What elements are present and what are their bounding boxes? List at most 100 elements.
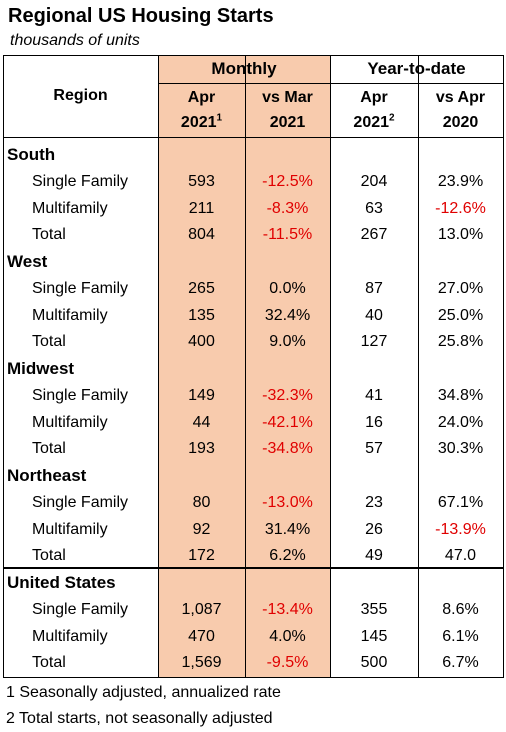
cell: -32.3% xyxy=(262,386,313,404)
cell: 23.9% xyxy=(437,172,484,190)
row-label: Multifamily xyxy=(32,413,108,431)
cell: -13.4% xyxy=(262,600,313,618)
cell: 25.0% xyxy=(437,306,484,324)
cell: 267 xyxy=(360,226,388,244)
footnote-ref: 1 xyxy=(216,112,223,124)
cell: 26 xyxy=(365,520,383,538)
cell: 500 xyxy=(360,654,388,672)
monthly-shade xyxy=(158,55,330,677)
cell: -12.6% xyxy=(435,199,486,217)
cell: 265 xyxy=(188,279,215,297)
section-name: United States xyxy=(7,573,116,592)
header-group: Monthly xyxy=(211,59,277,78)
row-label: Single Family xyxy=(32,493,129,511)
cell: -13.9% xyxy=(435,520,486,538)
cell: 13.0% xyxy=(437,226,484,244)
section-name: Northeast xyxy=(7,466,87,485)
cell: 92 xyxy=(192,520,211,538)
section-name: South xyxy=(7,145,56,164)
header-region: Region xyxy=(53,87,108,104)
cell: 0.0% xyxy=(269,279,306,297)
cell: -11.5% xyxy=(262,226,313,244)
cell: -34.8% xyxy=(262,440,313,458)
cell: 211 xyxy=(188,199,215,217)
column-head: 20211 xyxy=(158,113,245,133)
column-head: Apr xyxy=(360,89,388,106)
cell: 40 xyxy=(365,306,383,324)
cell: 193 xyxy=(188,440,215,458)
table-border xyxy=(3,55,504,678)
cell: 87 xyxy=(365,279,383,297)
row-label: Single Family xyxy=(32,600,129,618)
row-label: Single Family xyxy=(32,279,129,297)
cell: 1,087 xyxy=(181,600,222,618)
cell: 355 xyxy=(360,600,388,618)
cell: 80 xyxy=(192,493,211,511)
footnote: 1 Seasonally adjusted, annualized rate xyxy=(6,684,281,701)
cell: 24.0% xyxy=(437,413,484,431)
cell: -8.3% xyxy=(266,199,309,217)
cell: 30.3% xyxy=(437,440,484,458)
column-year: 2021 xyxy=(353,114,390,131)
column-head: vs Mar xyxy=(262,89,313,106)
cell: 57 xyxy=(365,440,383,458)
cell: 63 xyxy=(365,199,383,217)
cell: 31.4% xyxy=(264,520,311,538)
row-label: Single Family xyxy=(32,172,129,190)
column-head: Apr xyxy=(187,89,216,106)
cell: 23 xyxy=(365,493,383,511)
column-rule xyxy=(245,55,246,677)
cell: 204 xyxy=(360,172,388,190)
cell: 34.8% xyxy=(437,386,484,404)
cell: 804 xyxy=(188,226,215,244)
row-label: Multifamily xyxy=(32,520,108,538)
cell: 470 xyxy=(188,627,215,645)
row-label: Multifamily xyxy=(32,627,108,645)
cell: 145 xyxy=(360,627,388,645)
row-label: Multifamily xyxy=(32,306,108,324)
cell: 4.0% xyxy=(269,627,306,645)
row-label: Total xyxy=(32,547,66,565)
cell: 6.2% xyxy=(269,547,306,565)
column-year: 2021 xyxy=(269,114,306,131)
cell: 593 xyxy=(188,172,215,190)
section-rule xyxy=(3,567,503,569)
cell: 27.0% xyxy=(437,279,484,297)
row-label: Total xyxy=(32,440,66,458)
row-label: Total xyxy=(32,333,66,351)
column-head: 2020 xyxy=(418,113,503,133)
footnote-ref: 2 xyxy=(389,112,395,124)
column-rule xyxy=(158,55,159,677)
section-name: West xyxy=(7,252,48,271)
subtitle: thousands of units xyxy=(10,32,140,49)
footnote: 2 Total starts, not seasonally adjusted xyxy=(6,710,273,727)
cell: 6.1% xyxy=(442,627,479,645)
column-year: 2020 xyxy=(442,114,479,131)
cell: 44 xyxy=(192,413,211,431)
cell: 400 xyxy=(188,333,215,351)
cell: 149 xyxy=(188,386,215,404)
row-label: Single Family xyxy=(32,386,129,404)
row-label: Multifamily xyxy=(32,199,108,217)
cell: 172 xyxy=(188,547,215,565)
cell: 135 xyxy=(188,306,215,324)
header-group: Year-to-date xyxy=(367,59,466,78)
row-label: Total xyxy=(32,654,66,672)
header-rule xyxy=(3,137,503,138)
section-name: Midwest xyxy=(7,359,75,378)
cell: -12.5% xyxy=(262,172,313,190)
cell: -42.1% xyxy=(262,413,313,431)
column-year: 2021 xyxy=(180,114,217,131)
cell: -9.5% xyxy=(266,654,309,672)
title: Regional US Housing Starts xyxy=(8,5,274,27)
column-head: 2021 xyxy=(245,113,330,133)
cell: -13.0% xyxy=(262,493,313,511)
row-label: Total xyxy=(32,226,66,244)
cell: 41 xyxy=(365,386,383,404)
cell: 1,569 xyxy=(181,654,222,672)
cell: 47.0 xyxy=(444,547,477,565)
column-rule xyxy=(418,55,419,677)
cell: 8.6% xyxy=(442,600,479,618)
cell: 9.0% xyxy=(269,333,306,351)
